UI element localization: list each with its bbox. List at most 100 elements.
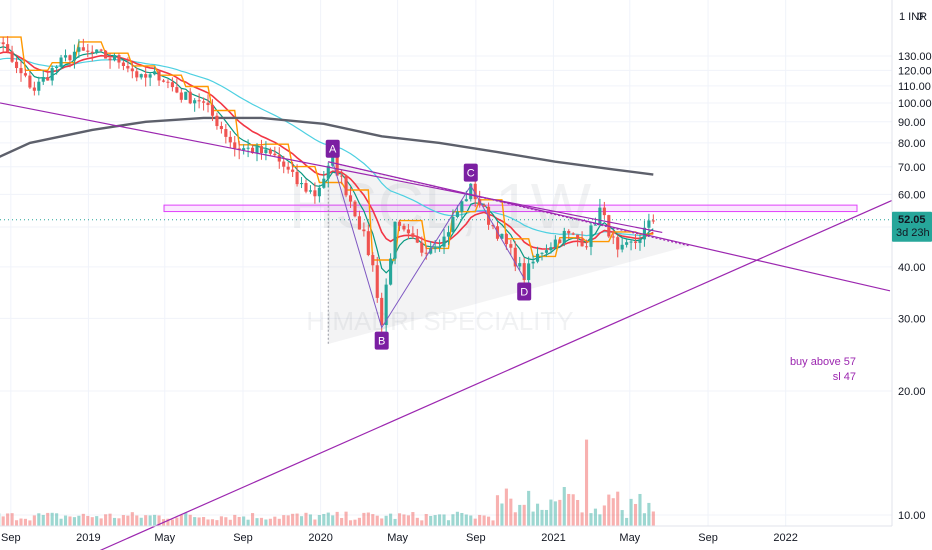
volume-bar xyxy=(544,509,549,526)
time-axis[interactable]: Sep 2019 May Sep 2020 May Sep 2021 May Sep 2022 xyxy=(0,525,892,544)
volume-bar xyxy=(478,514,482,526)
candle-body xyxy=(397,221,402,226)
volume-bar xyxy=(438,514,442,526)
candle-body xyxy=(433,248,437,250)
volume-bar xyxy=(117,518,121,526)
watermark-name: HIMADRI SPECIALITY xyxy=(306,306,573,336)
candle-body xyxy=(402,225,406,230)
volume-bar xyxy=(429,515,433,526)
volume-bar xyxy=(397,513,402,526)
volume-bar xyxy=(295,513,299,526)
currency-value: 0 xyxy=(917,11,923,23)
volume-bar xyxy=(14,520,19,526)
time-tick-label: 2022 xyxy=(773,532,797,544)
volume-bar xyxy=(553,501,557,526)
volume-bar xyxy=(522,504,526,526)
candle-body xyxy=(259,146,264,154)
volume-bar xyxy=(104,514,108,526)
candle-body xyxy=(161,80,166,82)
candle-body xyxy=(50,68,54,81)
volume-bar xyxy=(1,516,5,526)
candle-body xyxy=(144,74,148,78)
volume-bar xyxy=(81,513,85,526)
volume-bar xyxy=(446,520,451,526)
volume-bar xyxy=(95,516,99,526)
candle-body xyxy=(99,49,103,51)
candle-body xyxy=(380,297,384,326)
candle-body xyxy=(291,169,295,172)
volume-bar xyxy=(86,515,90,526)
price-tick-label: 90.00 xyxy=(898,117,926,129)
volume-bar xyxy=(148,515,152,526)
candle-body xyxy=(406,229,410,234)
candle-body xyxy=(197,100,201,102)
volume-bar xyxy=(304,512,308,526)
candle-body xyxy=(544,250,549,253)
candle-body xyxy=(513,247,517,267)
time-tick-label: Sep xyxy=(1,532,21,544)
volume-bar xyxy=(331,515,335,526)
volume-bar xyxy=(259,517,264,526)
volume-bar xyxy=(317,514,321,526)
candle-body xyxy=(304,183,308,192)
volume-bar xyxy=(299,516,304,526)
price-tick-label: 60.00 xyxy=(898,189,926,201)
volume-bar xyxy=(625,517,629,526)
volume-bar xyxy=(10,513,14,526)
volume-bar xyxy=(384,515,388,526)
candle-body xyxy=(602,207,606,216)
volume-bar xyxy=(308,514,313,526)
candle-body xyxy=(415,236,419,243)
volume-bar xyxy=(504,488,508,526)
volume-bar xyxy=(366,512,370,526)
trendlines xyxy=(0,102,893,550)
candle-body xyxy=(540,252,544,254)
ema-green-line xyxy=(0,46,654,274)
volume-bar xyxy=(130,512,134,526)
volume-bar xyxy=(188,514,192,526)
volume-bar xyxy=(513,512,517,526)
candle-body xyxy=(112,55,117,61)
point-label-d-bg xyxy=(517,282,532,301)
candle-body xyxy=(86,50,90,52)
candle-body xyxy=(170,82,174,88)
candle-body xyxy=(32,87,36,91)
candle-body xyxy=(593,224,598,226)
volume-bar xyxy=(611,498,615,526)
price-axis[interactable]: 130.00 120.00 110.00 100.00 90.00 80.00 70.00 6… xyxy=(891,0,932,526)
candle-body xyxy=(6,44,10,52)
candle-body xyxy=(81,47,85,51)
volume-bar xyxy=(153,514,157,526)
volume-bar xyxy=(580,512,584,526)
volume-bar xyxy=(228,519,232,526)
candle-body xyxy=(277,155,281,162)
candle-body xyxy=(651,220,655,222)
candle-body xyxy=(184,91,188,100)
volume-bar xyxy=(264,519,268,526)
volume-bar xyxy=(37,513,41,526)
trendline-lower xyxy=(99,199,893,550)
candle-body xyxy=(460,201,464,212)
volume-bar xyxy=(99,518,103,526)
volume-bar xyxy=(291,513,295,526)
volume-bar xyxy=(633,503,638,526)
price-tick-label: 80.00 xyxy=(898,138,926,150)
volume-bar xyxy=(638,493,642,526)
step-line xyxy=(0,36,654,261)
candle-body xyxy=(353,201,357,217)
candle-body xyxy=(228,136,232,143)
candle-body xyxy=(135,71,139,78)
candle-body xyxy=(166,81,170,83)
volume-bar xyxy=(210,519,215,526)
candle-body xyxy=(504,233,508,245)
candle-body xyxy=(326,165,330,179)
volume-bar xyxy=(63,515,68,526)
volume-bar xyxy=(139,517,143,526)
volume-bar xyxy=(509,498,513,526)
volume-bar xyxy=(380,518,384,526)
volume-bar xyxy=(549,499,553,526)
candle-body xyxy=(446,232,451,237)
candle-body xyxy=(308,190,313,192)
